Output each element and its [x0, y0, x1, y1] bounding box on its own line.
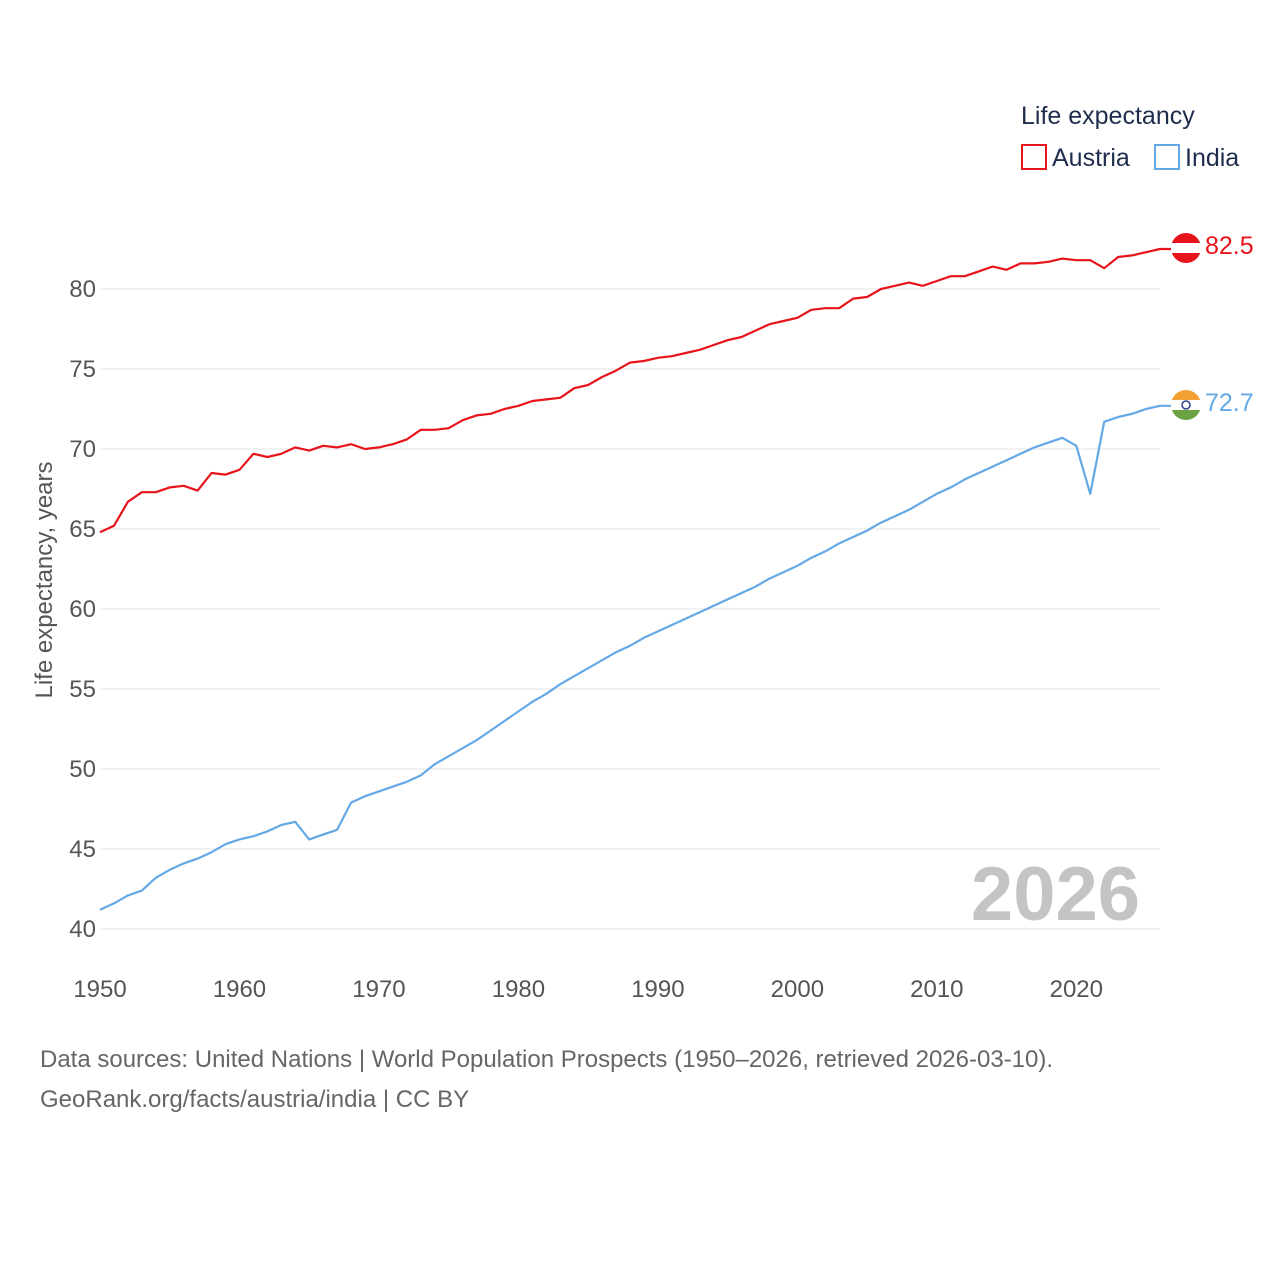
- y-axis-title: Life expectancy, years: [31, 461, 58, 698]
- x-axis-ticks: 1950 1960 1970 1980 1990 2000 2010 2020: [73, 976, 1103, 1003]
- end-label-india: 72.7: [1205, 389, 1254, 417]
- data-source-note: Data sources: United Nations | World Pop…: [40, 1046, 1054, 1073]
- x-tick-label: 1970: [352, 976, 405, 1003]
- x-tick-label: 2000: [771, 976, 824, 1003]
- austria-flag-icon: [1171, 233, 1201, 263]
- y-tick-label: 70: [69, 436, 96, 463]
- life-expectancy-chart: 40 45 50 55 60 65 70 75 80 1950 1960 1970 1980 1990 2…: [31, 102, 1254, 1003]
- y-tick-label: 50: [69, 756, 96, 783]
- x-tick-label: 1950: [73, 976, 126, 1003]
- legend-label-austria[interactable]: Austria: [1052, 144, 1130, 172]
- footer: Data sources: United Nations | World Pop…: [40, 1040, 1260, 1120]
- y-tick-label: 40: [69, 916, 96, 943]
- gridlines: [100, 288, 1160, 930]
- legend-title: Life expectancy: [1021, 102, 1195, 130]
- x-tick-label: 1990: [631, 976, 684, 1003]
- license-note: GeoRank.org/facts/austria/india | CC BY: [40, 1086, 470, 1113]
- end-label-austria: 82.5: [1205, 232, 1254, 260]
- x-tick-label: 2010: [910, 976, 963, 1003]
- legend: Life expectancy Austria India: [1021, 102, 1239, 172]
- year-watermark: 2026: [971, 852, 1140, 937]
- y-tick-label: 60: [69, 596, 96, 623]
- y-axis-ticks: 40 45 50 55 60 65 70 75 80: [69, 276, 96, 943]
- x-tick-label: 1980: [492, 976, 545, 1003]
- legend-swatch-india[interactable]: [1154, 144, 1180, 170]
- series-line-india[interactable]: [99, 404, 1171, 911]
- y-tick-label: 55: [69, 676, 96, 703]
- series-lines: [99, 247, 1171, 911]
- y-tick-label: 65: [69, 516, 96, 543]
- series-line-austria[interactable]: [99, 247, 1171, 534]
- y-tick-label: 75: [69, 356, 96, 383]
- legend-swatch-austria[interactable]: [1021, 144, 1047, 170]
- india-flag-icon: [1171, 390, 1201, 420]
- y-tick-label: 45: [69, 836, 96, 863]
- y-tick-label: 80: [69, 276, 96, 303]
- legend-label-india[interactable]: India: [1185, 144, 1239, 172]
- x-tick-label: 1960: [213, 976, 266, 1003]
- x-tick-label: 2020: [1050, 976, 1103, 1003]
